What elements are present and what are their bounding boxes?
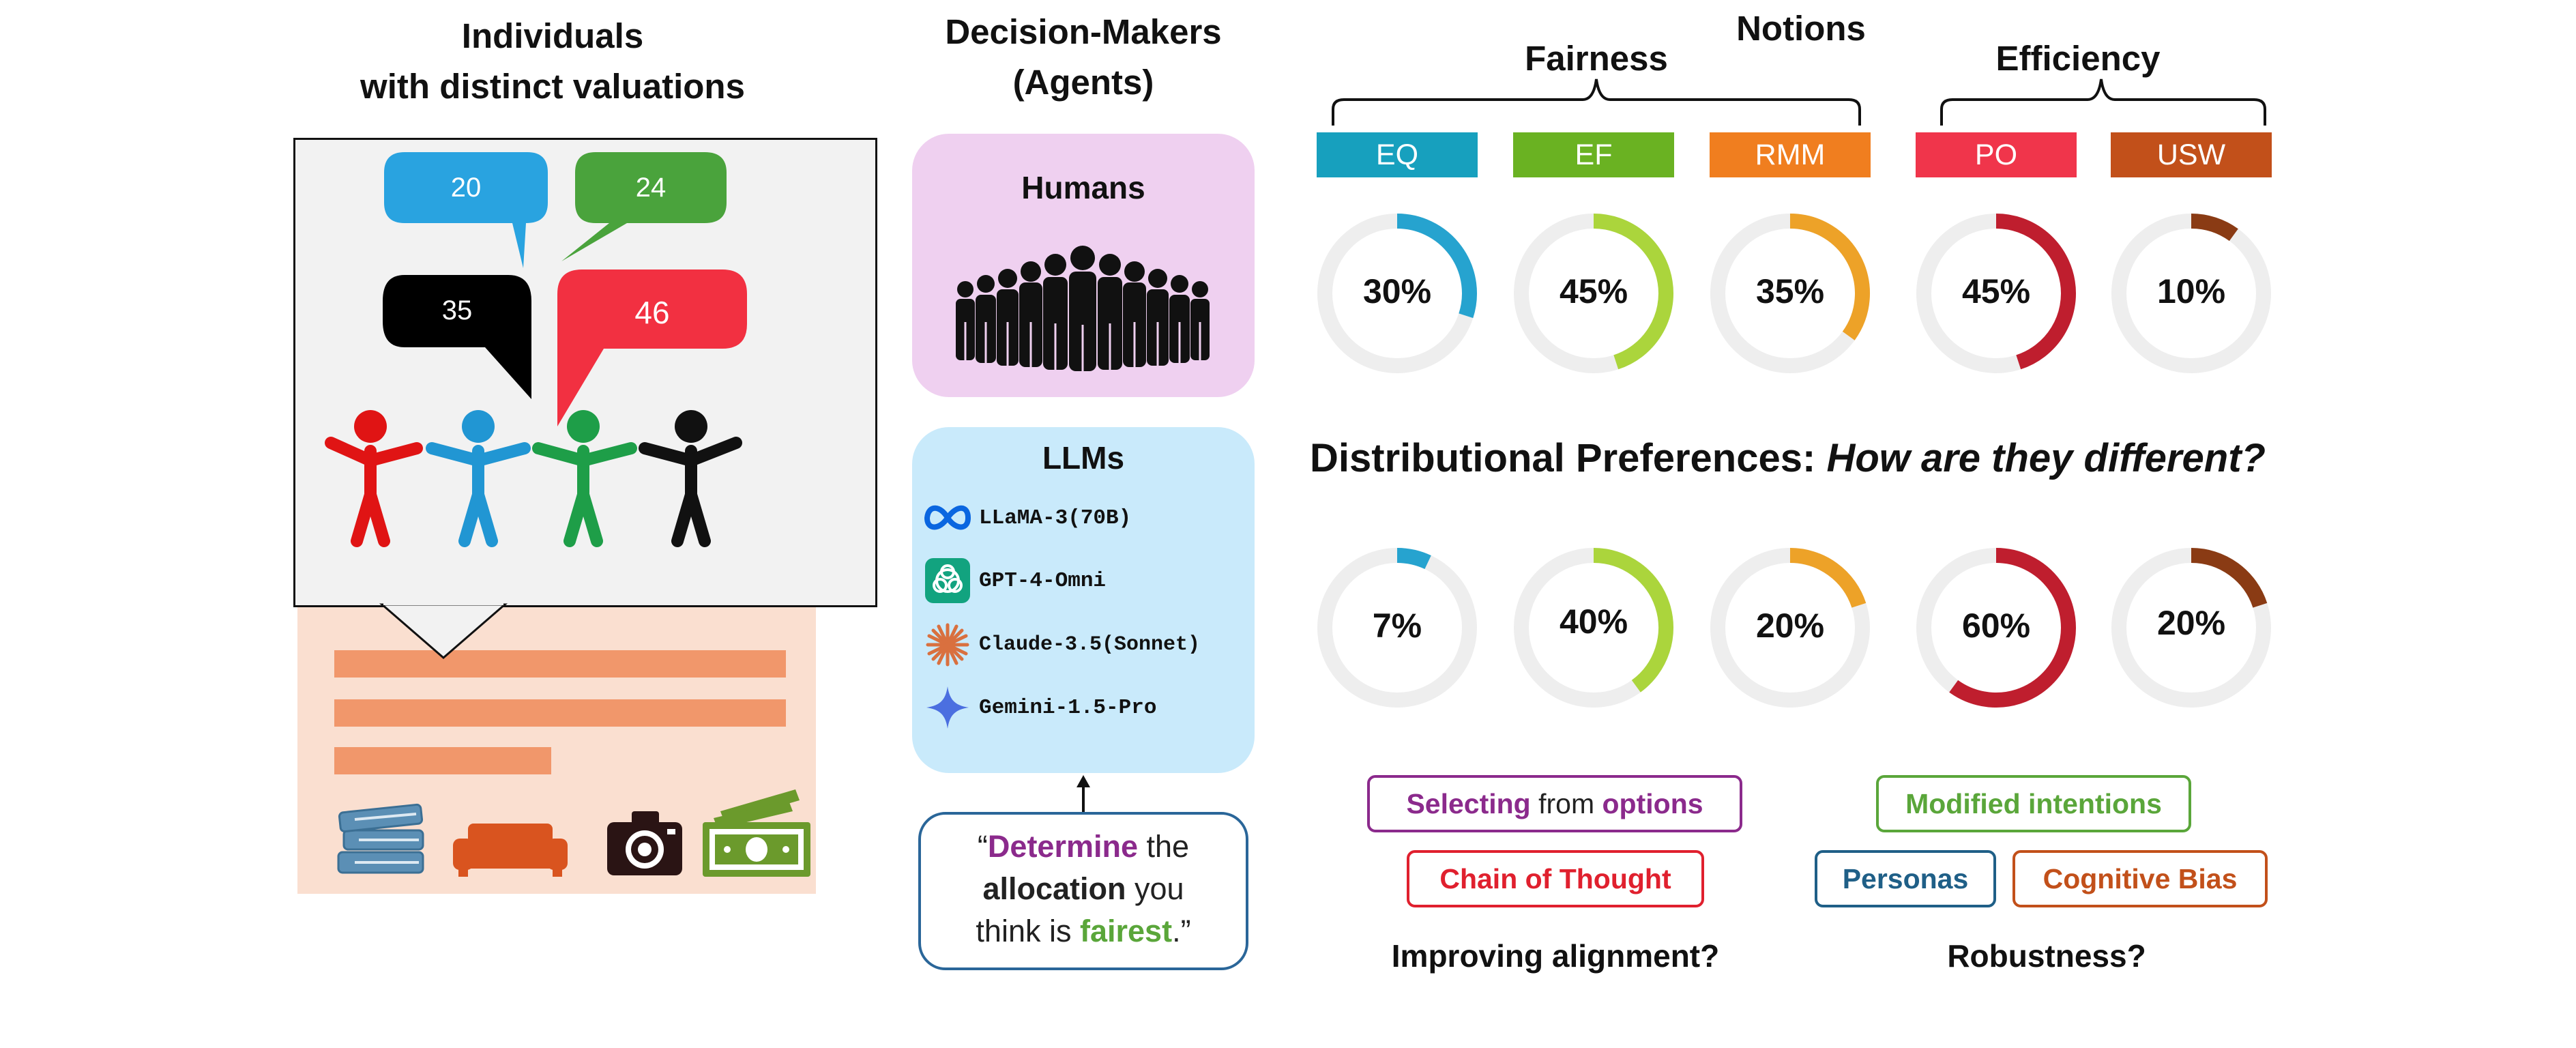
ring-arc-row2-eq <box>1396 548 1431 570</box>
tag-po: PO <box>1916 132 2077 177</box>
tag-usw: USW <box>2111 132 2272 177</box>
openai-logo-icon <box>923 557 972 605</box>
prompt-quote: .” <box>1172 914 1191 948</box>
chip-selecting: Selecting <box>1406 788 1531 819</box>
speech-bubbles <box>383 152 747 426</box>
callout-pointer <box>379 603 508 659</box>
prompt-text: think is <box>976 914 1080 948</box>
valuation-bubble-1: 20 <box>450 173 482 203</box>
document-line <box>334 747 551 774</box>
llm-item-claude: Claude-3.5(Sonnet) <box>923 621 1200 669</box>
ring-arc-row2-usw <box>2191 548 2268 608</box>
robustness-label: Robustness? <box>1947 938 2146 974</box>
llm-item-llama: LLaMA-3(70B) <box>923 494 1131 542</box>
prompt-allocation: allocation <box>982 871 1126 906</box>
ring-track-eq <box>1317 548 1477 708</box>
ring-arc-row1-ef <box>1593 214 1673 370</box>
ring-arc-row1-rmm <box>1789 214 1870 340</box>
meta-logo-icon <box>923 494 972 542</box>
ring-arc-row1-po <box>1995 214 2076 370</box>
cognitive-bias-chip: Cognitive Bias <box>2012 850 2268 907</box>
money-icon <box>703 789 810 877</box>
ring-arc-row2-po <box>1949 548 2076 708</box>
personas-chip: Personas <box>1815 850 1996 907</box>
camera-icon <box>607 811 682 875</box>
valuation-bubble-4: 46 <box>634 295 670 330</box>
humans-card: Humans <box>912 134 1255 397</box>
row2-percent-rmm: 20% <box>1755 607 1825 645</box>
distributional-preferences-heading: Distributional Preferences: How are they… <box>1310 435 2292 481</box>
document-line <box>334 699 786 727</box>
prompt-fairest: fairest <box>1079 914 1173 948</box>
chain-of-thought-chip: Chain of Thought <box>1407 850 1704 907</box>
llm-item-gemini: Gemini-1.5-Pro <box>923 684 1156 731</box>
books-icon <box>337 803 424 874</box>
llm-name: Gemini-1.5-Pro <box>979 695 1157 720</box>
crowd-icon <box>956 246 1210 371</box>
row2-percent-usw: 20% <box>2156 604 2226 642</box>
llm-name: Claude-3.5(Sonnet) <box>979 633 1201 656</box>
notion-rings-row-2 <box>1317 548 2271 708</box>
row1-percent-po: 45% <box>1961 272 2031 310</box>
row2-percent-ef: 40% <box>1559 602 1628 641</box>
individuals-callout: 20 24 35 46 <box>293 138 877 607</box>
agents-title-line1: Decision-Makers <box>945 12 1222 51</box>
tag-ef: EF <box>1513 132 1674 177</box>
allocation-document <box>297 604 816 894</box>
fairness-title: Fairness <box>1525 39 1668 78</box>
heading-question: How are they different? <box>1826 436 2266 480</box>
agents-title: Decision-Makers (Agents) <box>887 7 1280 108</box>
row2-percent-eq: 7% <box>1372 607 1422 645</box>
row1-percent-ef: 45% <box>1559 272 1628 310</box>
modified-intentions-chip: Modified intentions <box>1876 775 2191 832</box>
row2-percent-po: 60% <box>1961 607 2031 645</box>
chip-from: from <box>1530 788 1602 819</box>
ring-arc-row2-rmm <box>1789 548 1867 608</box>
llm-name: GPT-4-Omni <box>979 568 1107 593</box>
notions-title: Notions <box>1736 9 1866 48</box>
heading-prefix: Distributional Preferences: <box>1310 436 1827 480</box>
notion-rings-row-1 <box>1317 214 2271 373</box>
row1-percent-rmm: 35% <box>1755 272 1825 310</box>
agents-title-line2: (Agents) <box>1012 63 1154 102</box>
ring-arc-row1-usw <box>2191 214 2238 242</box>
llm-name: LLaMA-3(70B) <box>979 506 1132 530</box>
row1-percent-eq: 30% <box>1362 272 1432 310</box>
sofa-icon <box>453 824 568 877</box>
improving-alignment-label: Improving alignment? <box>1391 938 1720 974</box>
prompt-text: you <box>1126 871 1184 906</box>
individuals-title-line1: Individuals <box>461 16 644 55</box>
llms-label: LLMs <box>1042 440 1125 476</box>
chip-options: options <box>1602 788 1703 819</box>
prompt-box: “Determine the allocation you think is f… <box>918 812 1248 970</box>
efficiency-title: Efficiency <box>1995 39 2161 78</box>
prompt-quote: “ <box>977 829 988 864</box>
individuals-title-line2: with distinct valuations <box>360 67 745 106</box>
ring-arc-row2-ef <box>1593 548 1674 693</box>
humans-label: Humans <box>1021 170 1145 205</box>
prompt-line-1: “Determine the <box>921 826 1246 868</box>
tag-eq: EQ <box>1317 132 1478 177</box>
gemini-logo-icon <box>923 684 972 731</box>
valuation-bubble-3: 35 <box>441 295 473 325</box>
group-braces <box>1332 78 2266 126</box>
claude-logo-icon <box>923 621 972 669</box>
selecting-from-options-chip: Selecting from options <box>1367 775 1742 832</box>
valuation-bubble-2: 24 <box>635 173 667 203</box>
people-holding-hands-icon <box>325 410 742 547</box>
individuals-title: Individuals with distinct valuations <box>293 11 812 112</box>
document-line <box>334 650 786 678</box>
llm-item-gpt: GPT-4-Omni <box>923 557 1106 605</box>
row1-percent-usw: 10% <box>2156 272 2226 310</box>
prompt-line-3: think is fairest.” <box>921 910 1246 952</box>
llms-card: LLMs LLaMA-3(70B) GPT-4-Omni Claude-3.5(… <box>912 427 1255 773</box>
tag-rmm: RMM <box>1710 132 1871 177</box>
ring-arc-row1-eq <box>1396 214 1477 319</box>
prompt-determine: Determine <box>987 829 1138 864</box>
prompt-line-2: allocation you <box>921 868 1246 910</box>
up-arrow-icon <box>1077 775 1090 813</box>
prompt-text: the <box>1138 829 1190 864</box>
